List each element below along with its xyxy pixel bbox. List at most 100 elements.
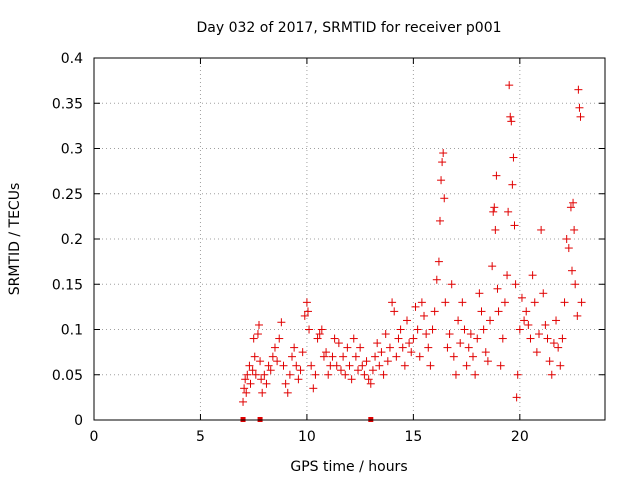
data-point bbox=[307, 361, 316, 370]
data-point bbox=[462, 361, 471, 370]
data-point bbox=[449, 352, 458, 361]
x-tick-label: 5 bbox=[196, 429, 205, 445]
data-point bbox=[283, 388, 292, 397]
data-point bbox=[437, 176, 446, 185]
data-point bbox=[506, 112, 515, 121]
data-point bbox=[575, 103, 584, 112]
data-point bbox=[281, 379, 290, 388]
data-point bbox=[255, 320, 264, 329]
data-point bbox=[479, 325, 488, 334]
x-tick-label: 20 bbox=[511, 429, 529, 445]
data-point bbox=[345, 361, 354, 370]
data-point bbox=[405, 339, 414, 348]
data-point bbox=[390, 307, 399, 316]
data-point bbox=[505, 81, 514, 90]
data-point bbox=[396, 325, 405, 334]
data-point bbox=[494, 307, 503, 316]
data-point bbox=[486, 316, 495, 325]
x-tick-label: 10 bbox=[298, 429, 316, 445]
data-point bbox=[250, 352, 259, 361]
data-point bbox=[456, 339, 465, 348]
data-point bbox=[262, 379, 271, 388]
chart-title: Day 032 of 2017, SRMTID for receiver p00… bbox=[196, 20, 501, 36]
data-point bbox=[368, 366, 377, 375]
data-point bbox=[510, 221, 519, 230]
data-point bbox=[373, 339, 382, 348]
data-point bbox=[422, 330, 431, 339]
data-point bbox=[260, 370, 269, 379]
data-point bbox=[328, 352, 337, 361]
y-axis-label: SRMTID / TECUs bbox=[7, 183, 23, 296]
data-point bbox=[385, 343, 394, 352]
plot-frame bbox=[93, 57, 606, 421]
data-point bbox=[413, 325, 422, 334]
data-point bbox=[492, 171, 501, 180]
data-point bbox=[552, 316, 561, 325]
data-point bbox=[432, 275, 441, 284]
data-point bbox=[264, 361, 273, 370]
data-point bbox=[509, 153, 518, 162]
y-tick-label: 0 bbox=[74, 413, 83, 429]
data-point bbox=[243, 370, 252, 379]
data-point bbox=[415, 352, 424, 361]
data-point bbox=[439, 149, 448, 158]
x-tick-label: 15 bbox=[404, 429, 422, 445]
x-axis-label: GPS time / hours bbox=[290, 459, 407, 475]
y-tick-label: 0.25 bbox=[52, 187, 83, 203]
data-point bbox=[468, 352, 477, 361]
y-tick-label: 0.4 bbox=[61, 51, 83, 67]
data-point bbox=[379, 370, 388, 379]
data-point bbox=[511, 280, 520, 289]
data-point bbox=[556, 361, 565, 370]
data-point bbox=[574, 85, 583, 94]
data-point bbox=[435, 216, 444, 225]
data-point bbox=[496, 361, 505, 370]
data-point bbox=[426, 361, 435, 370]
data-point bbox=[493, 284, 502, 293]
data-point bbox=[534, 330, 543, 339]
data-point bbox=[358, 361, 367, 370]
data-point bbox=[520, 316, 529, 325]
data-point bbox=[400, 361, 409, 370]
data-point bbox=[315, 330, 324, 339]
data-point bbox=[528, 271, 537, 280]
data-point bbox=[296, 366, 305, 375]
data-point bbox=[381, 330, 390, 339]
data-point bbox=[491, 225, 500, 234]
data-point bbox=[573, 311, 582, 320]
data-point bbox=[285, 370, 294, 379]
y-tick-label: 0.3 bbox=[61, 142, 83, 158]
x-tick-label: 0 bbox=[90, 429, 99, 445]
data-point bbox=[392, 352, 401, 361]
data-point bbox=[330, 334, 339, 343]
data-point bbox=[294, 375, 303, 384]
data-point bbox=[364, 375, 373, 384]
data-point bbox=[305, 325, 314, 334]
data-point bbox=[507, 117, 516, 126]
data-point bbox=[339, 352, 348, 361]
data-point bbox=[268, 352, 277, 361]
data-point bbox=[438, 158, 447, 167]
y-tick-label: 0.15 bbox=[52, 277, 83, 293]
data-point bbox=[313, 334, 322, 343]
data-point bbox=[371, 352, 380, 361]
data-point bbox=[290, 343, 299, 352]
data-point bbox=[576, 112, 585, 121]
data-point bbox=[577, 298, 586, 307]
data-point bbox=[558, 334, 567, 343]
data-point bbox=[266, 366, 275, 375]
data-point bbox=[322, 348, 331, 357]
data-point bbox=[508, 180, 517, 189]
data-point bbox=[428, 325, 437, 334]
data-point bbox=[466, 330, 475, 339]
data-point bbox=[562, 235, 571, 243]
data-point bbox=[349, 334, 358, 343]
data-point bbox=[309, 384, 318, 393]
data-point bbox=[504, 207, 513, 216]
data-point bbox=[554, 343, 563, 352]
x-tick-labels: 0 5 10 15 20 bbox=[90, 429, 529, 445]
data-point bbox=[388, 298, 397, 307]
data-point bbox=[430, 307, 439, 316]
data-point bbox=[490, 203, 499, 212]
